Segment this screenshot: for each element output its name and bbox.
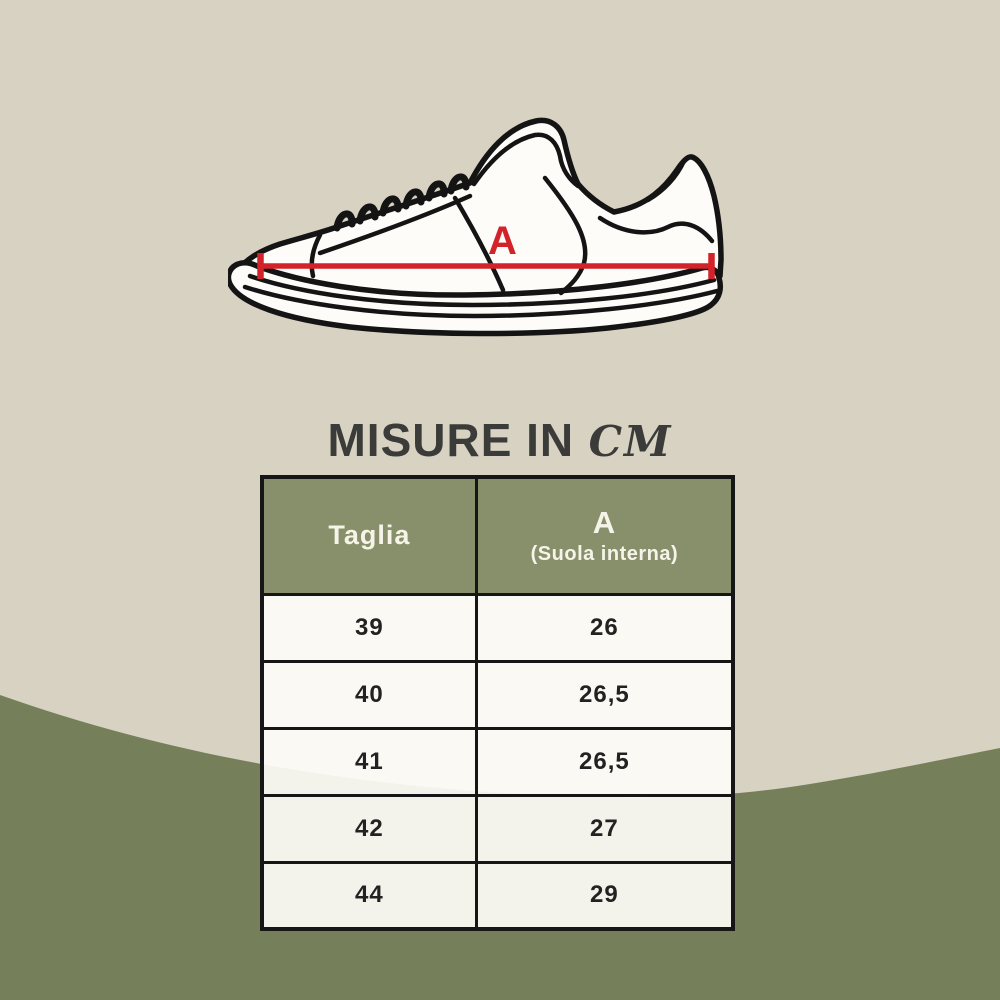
lace-loop <box>447 173 470 195</box>
sole-seam-bottom <box>242 284 720 319</box>
lace-loop <box>333 210 356 232</box>
size-cell: 41 <box>260 726 478 797</box>
measure-cell: 26,5 <box>474 726 735 797</box>
sole-seam-top <box>247 273 717 308</box>
table-row: 42 27 <box>260 793 735 864</box>
size-table-body: 39 26 40 26,5 41 26,5 42 27 44 29 <box>260 592 735 931</box>
title-main: MISURE IN <box>327 414 575 466</box>
table-row: 41 26,5 <box>260 726 735 797</box>
eyelet-stay-seam <box>317 193 473 256</box>
size-table: Taglia A (Suola interna) 39 26 40 26,5 4… <box>260 475 735 931</box>
measure-cell: 26,5 <box>474 659 735 730</box>
title-unit: CM <box>588 417 673 466</box>
lace-loop <box>356 203 379 225</box>
header-measure-sublabel: (Suola interna) <box>530 542 679 565</box>
heel-tab-seam <box>645 158 687 203</box>
header-row: Taglia A (Suola interna) <box>260 475 735 596</box>
measurement-arrow <box>257 253 715 279</box>
page-title: MISURE IN CM <box>0 413 1000 467</box>
size-table-header: Taglia A (Suola interna) <box>260 475 735 596</box>
heel-collar-wave <box>597 215 715 244</box>
measure-cell: 29 <box>474 860 735 931</box>
size-cell: 40 <box>260 659 478 730</box>
laces <box>333 173 470 232</box>
quarter-seam-rear <box>542 175 588 296</box>
lace-loop <box>425 180 448 202</box>
table-row: 44 29 <box>260 860 735 931</box>
quarter-seam-front <box>452 195 506 293</box>
measure-cell: 27 <box>474 793 735 864</box>
size-cell: 42 <box>260 793 478 864</box>
table-row: 39 26 <box>260 592 735 663</box>
size-cell: 39 <box>260 592 478 663</box>
measure-cell: 26 <box>474 592 735 663</box>
lace-loop <box>379 195 402 217</box>
tongue-inner-edge <box>471 132 581 189</box>
shoe-sole-outline <box>228 259 724 337</box>
sneaker-illustration <box>228 117 724 337</box>
header-measure-label: A <box>592 504 617 540</box>
header-size-label: Taglia <box>328 520 411 551</box>
lace-loop <box>402 188 425 210</box>
header-cell-measure: A (Suola interna) <box>474 475 735 596</box>
measurement-label: A <box>488 219 518 263</box>
header-cell-size: Taglia <box>260 475 478 596</box>
size-cell: 44 <box>260 860 478 931</box>
toe-cap-seam <box>309 232 323 279</box>
table-row: 40 26,5 <box>260 659 735 730</box>
